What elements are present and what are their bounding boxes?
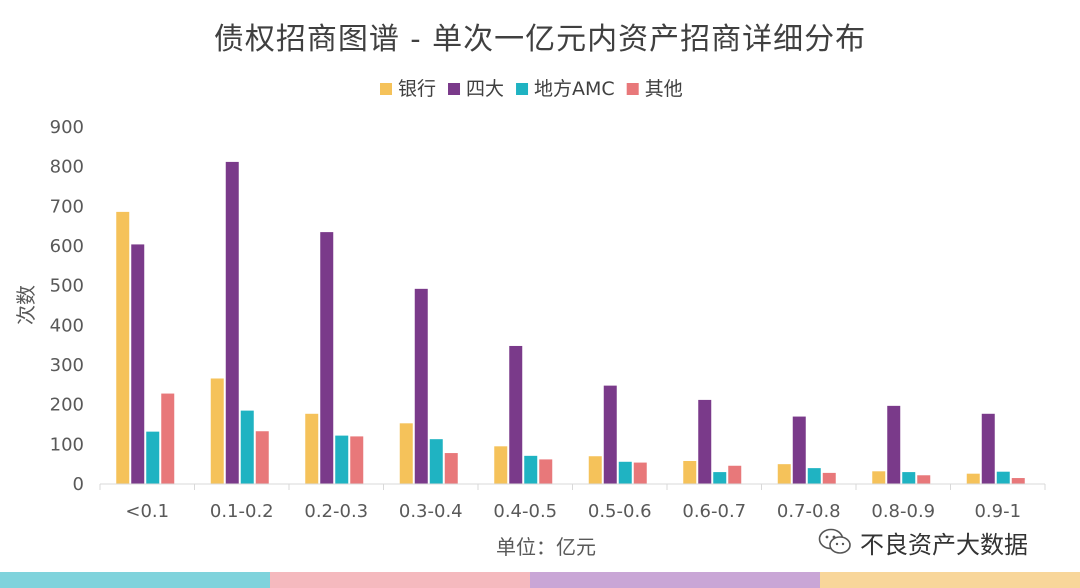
x-tick-label: 0.8-0.9 bbox=[871, 501, 935, 522]
footer-segment bbox=[820, 572, 1080, 588]
y-tick-label: 800 bbox=[50, 157, 84, 178]
legend-label-0: 银行 bbox=[398, 78, 436, 100]
legend-swatch-1 bbox=[448, 83, 461, 95]
x-tick-label: 0.3-0.4 bbox=[399, 501, 463, 522]
watermark: 不良资产大数据 bbox=[818, 523, 1028, 561]
bars bbox=[116, 161, 1025, 485]
bar-2-2 bbox=[335, 435, 349, 484]
y-tick-label: 500 bbox=[50, 276, 84, 297]
bar-0-4 bbox=[494, 446, 508, 484]
bar-3-3 bbox=[444, 453, 458, 484]
legend-swatch-0 bbox=[380, 83, 392, 95]
bar-3-7 bbox=[822, 472, 836, 484]
x-tick-label: <0.1 bbox=[125, 501, 169, 522]
bar-3-5 bbox=[633, 462, 647, 484]
x-tick-label: 0.7-0.8 bbox=[777, 501, 841, 522]
bar-0-3 bbox=[399, 423, 413, 484]
bar-0-2 bbox=[305, 413, 319, 484]
y-tick-label: 300 bbox=[50, 355, 84, 376]
y-tick-label: 100 bbox=[50, 434, 84, 455]
bar-3-1 bbox=[255, 431, 269, 484]
bar-2-6 bbox=[713, 472, 727, 484]
legend-label-2: 地方AMC bbox=[534, 78, 615, 100]
legend-swatch-3 bbox=[626, 83, 639, 95]
bar-0-9 bbox=[966, 473, 980, 484]
x-tick-label: 0.5-0.6 bbox=[588, 501, 652, 522]
y-tick-label: 0 bbox=[73, 474, 84, 495]
bar-1-6 bbox=[698, 399, 712, 484]
footer-segment bbox=[0, 572, 270, 588]
bar-1-3 bbox=[414, 288, 428, 484]
bar-3-6 bbox=[728, 465, 742, 484]
footer-segment bbox=[530, 572, 820, 588]
bar-1-8 bbox=[887, 405, 901, 484]
x-tick-label: 0.6-0.7 bbox=[682, 501, 746, 522]
bar-1-0 bbox=[131, 244, 145, 484]
watermark-text: 不良资产大数据 bbox=[860, 530, 1028, 559]
x-tick-label: 0.1-0.2 bbox=[210, 501, 274, 522]
footer-color-bar bbox=[0, 572, 1080, 588]
bar-2-3 bbox=[429, 439, 443, 484]
bar-3-0 bbox=[161, 393, 175, 484]
x-axis-title: 单位：亿元 bbox=[496, 535, 596, 559]
footer-segment bbox=[270, 572, 530, 588]
bar-0-8 bbox=[872, 471, 886, 484]
legend-swatch-2 bbox=[516, 83, 529, 95]
bar-2-0 bbox=[146, 431, 160, 484]
bar-3-8 bbox=[917, 475, 931, 484]
y-tick-label: 200 bbox=[50, 395, 84, 416]
bar-0-6 bbox=[683, 460, 697, 484]
bar-3-9 bbox=[1011, 478, 1025, 484]
y-tick-label: 600 bbox=[50, 236, 84, 257]
bar-2-5 bbox=[618, 461, 632, 484]
bar-0-1 bbox=[210, 378, 224, 484]
x-axis: <0.1 0.1-0.2 0.2-0.3 0.3-0.4 0.4-0.5 0.5-0.6 0… bbox=[99, 483, 1046, 522]
y-tick-label: 900 bbox=[50, 117, 84, 138]
wechat-icon bbox=[818, 528, 851, 554]
y-tick-label: 700 bbox=[50, 196, 84, 217]
bar-1-9 bbox=[981, 413, 995, 484]
bar-1-5 bbox=[603, 385, 617, 484]
bar-3-2 bbox=[350, 436, 364, 484]
bar-1-1 bbox=[225, 161, 239, 484]
legend-label-3: 其他 bbox=[645, 78, 683, 100]
bar-0-7 bbox=[777, 464, 791, 484]
y-axis-title: 次数 bbox=[14, 285, 38, 325]
bar-3-4 bbox=[539, 459, 553, 484]
x-tick-label: 0.2-0.3 bbox=[304, 501, 368, 522]
bar-2-1 bbox=[240, 410, 254, 484]
legend-label-1: 四大 bbox=[466, 78, 504, 100]
bar-0-5 bbox=[588, 456, 602, 484]
y-tick-label: 400 bbox=[50, 315, 84, 336]
x-tick-label: 0.9-1 bbox=[974, 501, 1021, 522]
bar-2-4 bbox=[524, 455, 538, 484]
bar-2-7 bbox=[807, 468, 821, 484]
bar-1-4 bbox=[509, 345, 523, 484]
bar-2-8 bbox=[902, 472, 916, 484]
bar-2-9 bbox=[996, 471, 1010, 484]
bar-1-7 bbox=[792, 416, 806, 484]
bar-1-2 bbox=[320, 232, 334, 484]
chart-title: 债权招商图谱 - 单次一亿元内资产招商详细分布 bbox=[213, 22, 867, 57]
legend: 银行 四大 地方AMC 其他 bbox=[380, 78, 683, 100]
y-axis: 0 100 200 300 400 500 600 700 800 900 bbox=[50, 117, 84, 495]
x-tick-label: 0.4-0.5 bbox=[493, 501, 557, 522]
bar-0-0 bbox=[116, 211, 130, 485]
